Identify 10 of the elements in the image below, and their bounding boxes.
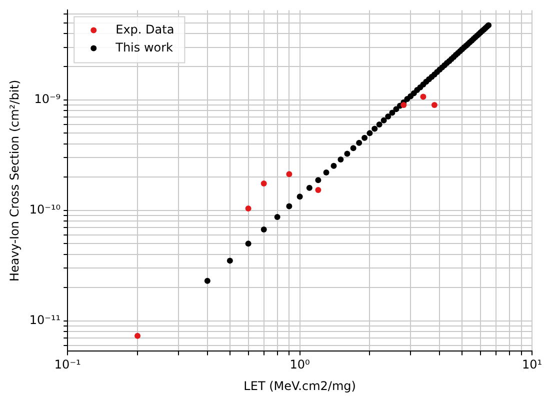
- x-tick-label: 10¹: [522, 358, 542, 372]
- legend-label: This work: [114, 40, 174, 54]
- y-tick-label: 10⁻⁹: [34, 92, 61, 106]
- x-tick-label: 10⁻¹: [54, 358, 82, 372]
- legend-label: Exp. Data: [116, 22, 174, 36]
- x-axis-title: LET (MeV.cm2/mg): [244, 378, 356, 393]
- y-tick-label: 10⁻¹⁰: [29, 202, 61, 216]
- x-tick-label: 10⁰: [290, 358, 310, 372]
- y-tick-label: 10⁻¹¹: [29, 312, 61, 327]
- y-axis-title: Heavy-Ion Cross Section (cm²/bit): [7, 80, 22, 282]
